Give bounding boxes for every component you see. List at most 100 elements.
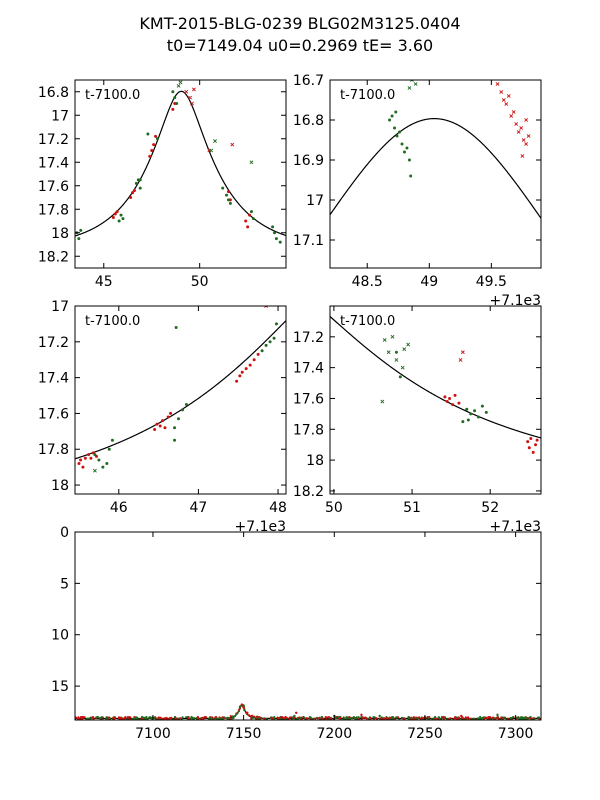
data-point [489,716,492,719]
data-point [352,715,356,719]
x-offset-label: +7.1e3 [489,519,541,535]
data-point [226,198,230,202]
x-tick-label: 48 [269,500,287,516]
data-point [171,107,175,111]
data-point [126,716,129,719]
data-point-x [380,399,385,404]
chart-title-line2: t0=7149.04 u0=0.2969 tE= 3.60 [166,36,434,55]
data-point [403,717,406,720]
data-point [121,217,125,221]
data-point [251,217,255,221]
data-point [93,453,97,457]
data-point [106,716,109,719]
data-point [398,375,402,379]
data-point [520,716,524,719]
data-point [324,715,327,719]
data-point [412,717,415,720]
data-point [247,714,251,717]
data-point-x [458,358,463,362]
y-tick-label: 5 [60,576,69,592]
data-point [364,716,367,719]
data-point [129,196,133,199]
data-point [150,149,154,152]
x-tick-label: 7100 [135,726,171,742]
data-point [235,379,239,383]
data-point [111,215,115,219]
data-point-x [188,95,193,100]
data-point [163,426,167,430]
data-point [273,715,276,719]
data-point [154,134,158,138]
data-point [86,717,89,720]
data-point [369,716,372,720]
data-point [453,393,457,397]
data-point [457,401,461,405]
data-point [360,713,363,717]
data-point [242,704,245,707]
panel3-plot-area [75,306,286,473]
data-point [171,90,175,94]
panel4: 50 51 52 17.2 17.4 17.6 17.8 18 18.2 t-7100.0 +7.1… [293,305,542,535]
data-point [97,458,101,462]
data-point [173,96,177,100]
data-point-x [386,350,391,355]
data-point [496,713,499,717]
data-point [107,447,111,451]
data-point [476,415,480,419]
data-point [146,132,150,136]
data-point [210,716,213,719]
data-point [421,716,424,719]
data-point [378,714,381,718]
data-point [252,715,256,718]
data-point [311,717,314,720]
data-point-x [92,468,97,473]
data-point [131,191,135,195]
data-point-x [524,142,529,146]
data-point [453,717,457,720]
data-point [142,716,145,719]
data-point [263,717,266,720]
data-point-x [516,130,521,134]
data-point [238,705,242,708]
data-point [526,440,530,444]
data-point [537,716,541,719]
x-tick-label: 45 [95,274,113,290]
data-point [165,716,168,720]
data-point-x [460,350,465,355]
data-point [394,110,398,114]
data-point [188,717,191,720]
data-point [264,343,268,347]
data-point-x [230,142,235,147]
data-point [205,716,208,719]
data-point [251,716,254,719]
data-point [282,716,285,720]
y-tick-label: 18 [306,453,324,469]
data-point [293,714,296,718]
data-point [385,716,389,720]
data-point [293,716,296,720]
panel1-plot-area [75,80,286,244]
data-point [418,716,421,719]
data-point-x [504,102,509,106]
x-tick-label: 52 [481,500,499,516]
y-tick-label: 18 [51,478,69,494]
data-point [246,711,249,715]
y-tick-label: 17.2 [38,335,69,351]
data-point [248,363,252,367]
data-point [81,465,85,469]
data-point [462,717,465,720]
data-point [132,188,136,192]
data-point [153,428,157,432]
data-point [197,717,200,720]
data-point [466,418,470,422]
data-point [234,714,237,718]
y-tick-label: 16.9 [293,153,324,169]
data-point [242,707,246,710]
data-point-x [184,89,189,94]
data-point [445,400,449,404]
data-point [79,228,83,232]
data-point [295,711,298,715]
data-point [256,715,259,719]
data-point-x [264,306,269,308]
y-tick-label: 17.8 [38,442,69,458]
